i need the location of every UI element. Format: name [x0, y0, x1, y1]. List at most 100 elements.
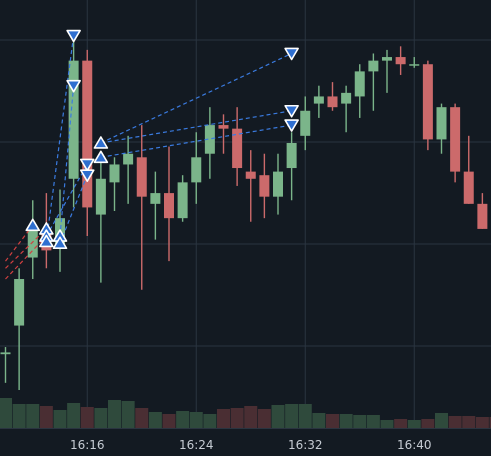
candle[interactable]: [109, 157, 120, 211]
candle-body: [422, 64, 433, 140]
candle[interactable]: [436, 103, 447, 154]
volume-bar: [12, 404, 26, 428]
candle[interactable]: [218, 114, 229, 154]
candle-body: [395, 57, 406, 65]
buy-marker-icon[interactable]: [39, 234, 54, 248]
candle[interactable]: [177, 175, 188, 222]
candle-body: [300, 110, 311, 136]
candle-body: [463, 171, 474, 204]
sell-marker-icon[interactable]: [66, 79, 81, 93]
candle[interactable]: [204, 107, 215, 179]
volume-bar: [135, 408, 149, 428]
candle[interactable]: [395, 46, 406, 75]
sell-marker-icon[interactable]: [284, 119, 299, 132]
candle-body: [204, 125, 215, 154]
volume-bar: [326, 414, 339, 428]
candle[interactable]: [477, 193, 488, 229]
volume-bar: [448, 416, 462, 428]
trade-line: [59, 174, 88, 244]
candle[interactable]: [164, 146, 174, 262]
sell-marker-icon[interactable]: [66, 29, 81, 43]
volume-bars: [0, 398, 491, 428]
sell-marker-icon[interactable]: [284, 104, 299, 118]
trade-line: [100, 52, 292, 144]
candle[interactable]: [259, 153, 270, 219]
volume-bar: [217, 409, 230, 428]
volume-bar: [148, 412, 162, 428]
sell-marker-icon[interactable]: [284, 47, 299, 61]
buy-marker-icon[interactable]: [93, 150, 109, 164]
candle[interactable]: [27, 200, 38, 280]
candle[interactable]: [191, 132, 202, 204]
candle[interactable]: [409, 57, 420, 68]
candle[interactable]: [123, 135, 134, 204]
buy-marker-icon[interactable]: [93, 136, 109, 149]
candle-body: [382, 57, 392, 61]
candle[interactable]: [300, 96, 311, 151]
volume-bar: [53, 410, 67, 428]
candle-body: [354, 71, 365, 97]
volume-bar: [366, 415, 380, 428]
candle[interactable]: [422, 60, 433, 151]
candle[interactable]: [313, 85, 324, 118]
candle-body: [436, 107, 447, 140]
buy-marker-icon[interactable]: [25, 218, 41, 232]
candle-body: [368, 60, 379, 72]
candle[interactable]: [327, 82, 338, 111]
x-axis-labels: 16:16 16:24 16:32 16:40: [70, 438, 432, 452]
candle-body: [150, 193, 161, 204]
trade-line: [100, 124, 292, 158]
x-tick-label: 16:32: [288, 438, 323, 452]
candle[interactable]: [354, 64, 365, 118]
candle[interactable]: [0, 347, 11, 383]
buy-marker-icon[interactable]: [52, 236, 68, 250]
candle-body: [313, 96, 324, 104]
volume-bar: [162, 414, 176, 428]
candle[interactable]: [450, 103, 461, 183]
volume-bar: [244, 406, 258, 428]
volume-bar: [94, 408, 108, 428]
candle[interactable]: [273, 153, 283, 215]
candle-body: [245, 171, 256, 179]
candle[interactable]: [95, 153, 106, 283]
candle[interactable]: [150, 171, 161, 240]
volume-bar: [489, 417, 491, 428]
sell-marker-icon[interactable]: [79, 169, 95, 182]
volume-bar: [462, 416, 476, 428]
candle[interactable]: [382, 49, 392, 93]
candle[interactable]: [245, 150, 256, 222]
volume-bar: [298, 404, 312, 428]
candle[interactable]: [232, 107, 243, 186]
candle[interactable]: [368, 53, 379, 111]
candle[interactable]: [68, 35, 79, 208]
candle-body: [450, 107, 461, 172]
trade-markers: [25, 29, 299, 250]
volume-bar: [312, 413, 326, 428]
candle[interactable]: [82, 49, 93, 237]
candle[interactable]: [14, 268, 25, 390]
volume-bar: [121, 401, 135, 428]
x-tick-label: 16:16: [70, 438, 105, 452]
volume-bar: [0, 398, 12, 428]
volume-bar: [39, 406, 53, 428]
candle[interactable]: [463, 135, 474, 204]
candle-body: [27, 228, 38, 258]
candle-body: [123, 153, 134, 165]
candle[interactable]: [286, 132, 297, 201]
candle-body: [68, 60, 79, 179]
candle-body: [232, 128, 243, 169]
volume-bar: [339, 414, 353, 428]
candle-body: [109, 164, 120, 183]
volume-bar: [26, 404, 40, 428]
candle[interactable]: [136, 125, 147, 290]
sell-marker-icon[interactable]: [79, 158, 95, 172]
volume-bar: [67, 403, 81, 428]
candle[interactable]: [341, 85, 352, 133]
candle-body: [136, 157, 147, 197]
volume-bar: [394, 419, 408, 428]
volume-bar: [475, 417, 489, 428]
candle-body: [341, 92, 352, 104]
trade-line: [45, 164, 88, 237]
